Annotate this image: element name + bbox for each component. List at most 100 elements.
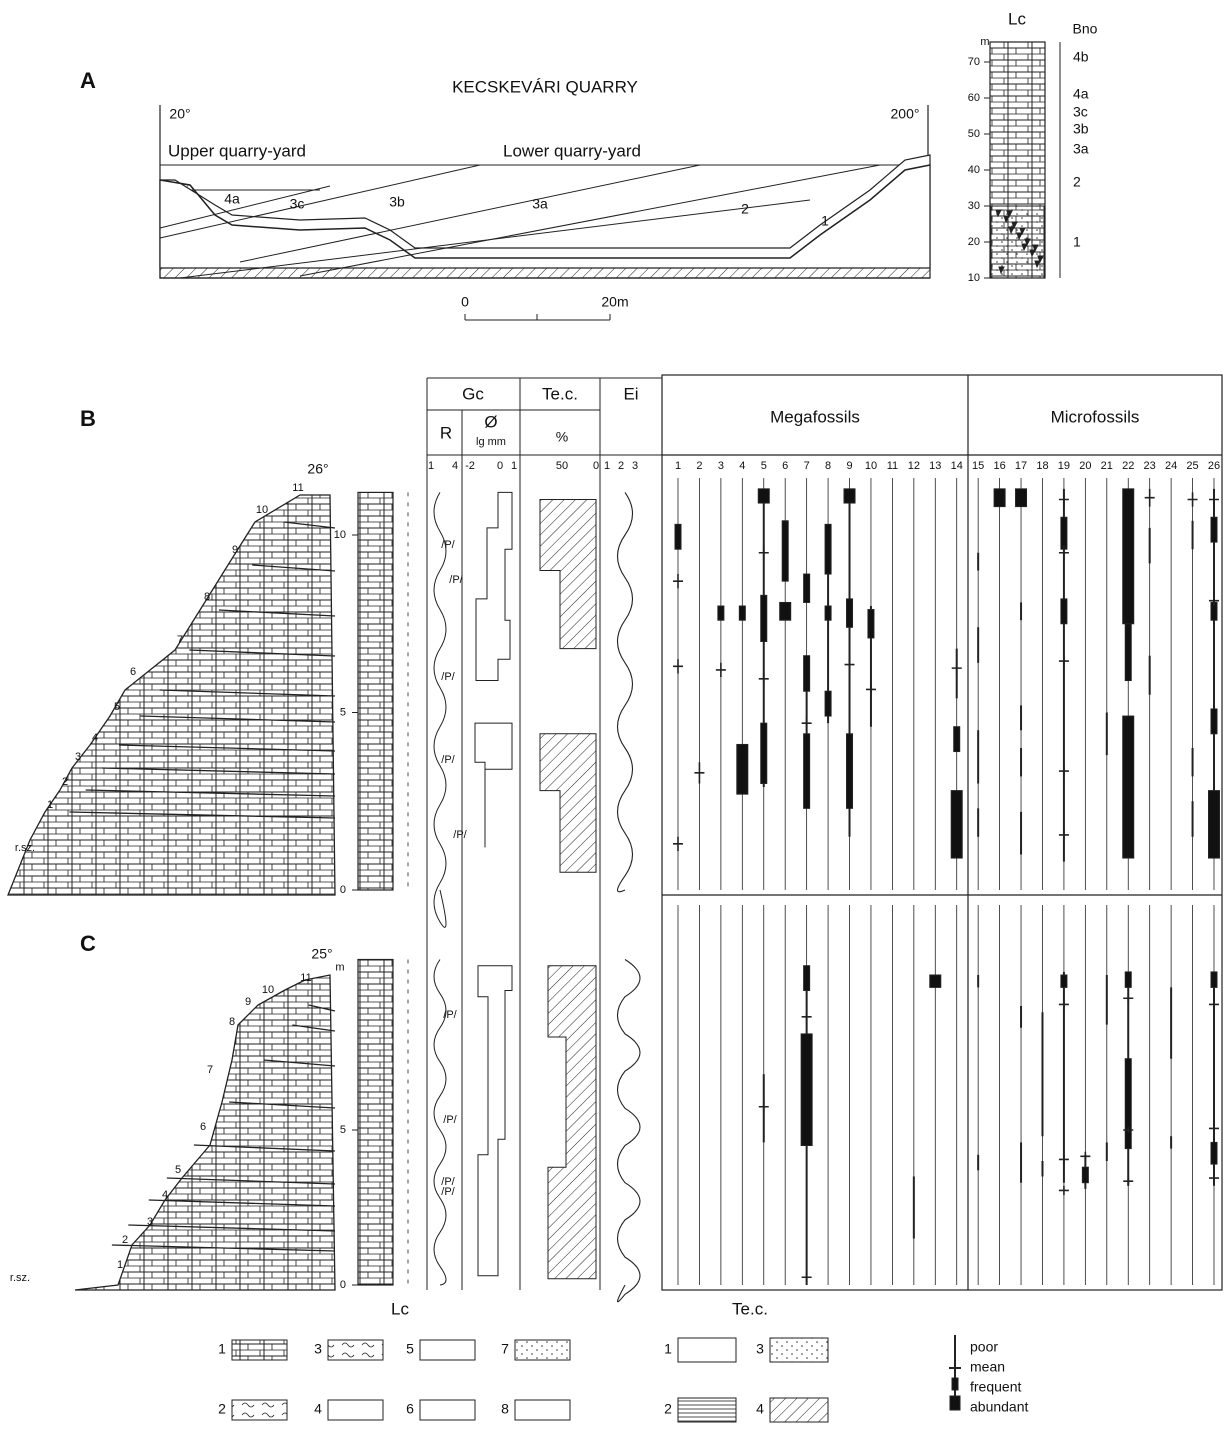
- unit-label: 3c: [1073, 104, 1088, 120]
- depth-tick-label: 50: [968, 128, 980, 140]
- occurrence-mean: [1209, 1000, 1219, 1009]
- legend-number: 1: [218, 1341, 226, 1357]
- legend-swatch: [420, 1400, 475, 1420]
- header: lg mm: [476, 436, 506, 448]
- bed-number: 2: [122, 1234, 128, 1246]
- legend-swatch: [678, 1398, 736, 1422]
- occurrence-frequent: [1211, 1142, 1217, 1164]
- azimuth: 200°: [891, 106, 920, 122]
- occurrence-mean: [673, 659, 683, 673]
- occurrence-mean: [802, 1273, 812, 1282]
- lithology-column: [358, 960, 393, 1286]
- occurrence-abundant: [1016, 489, 1027, 507]
- bed-number: 8: [229, 1016, 235, 1028]
- fossil-column-number: 9: [846, 460, 852, 472]
- legend-swatch: [515, 1340, 570, 1360]
- ei-curve: [618, 960, 641, 1302]
- bed-number: 5: [114, 701, 120, 713]
- occurrence-abundant: [780, 602, 791, 620]
- occurrence-mean: [716, 663, 726, 677]
- fossil-column-number: 14: [951, 460, 963, 472]
- depth-tick-label: 70: [968, 56, 980, 68]
- occurrence-frequent: [1125, 1059, 1131, 1149]
- header: %: [556, 429, 568, 445]
- occurrence-frequent: [825, 524, 831, 574]
- scale-tick-label: 1: [511, 460, 517, 472]
- occurrence-mean: [1209, 492, 1219, 506]
- scale-tick-label: 1: [428, 460, 434, 472]
- section-title: KECSKEVÁRI QUARRY: [452, 77, 638, 96]
- occurrence-frequent: [804, 656, 810, 692]
- unit-label: 1: [1073, 234, 1081, 250]
- occurrence-frequent: [1125, 624, 1131, 681]
- bed-number: 4: [162, 1189, 168, 1201]
- occurrence-mean: [1209, 1173, 1219, 1182]
- bed-label: 3b: [389, 194, 405, 210]
- legend-number: 2: [218, 1401, 226, 1417]
- occurrence-frequent: [1211, 517, 1217, 542]
- gc-outline: [478, 966, 512, 1276]
- p-mark: /P/: [449, 574, 463, 586]
- bed-number: 6: [130, 666, 136, 678]
- bed-number: 9: [245, 996, 251, 1008]
- p-mark: /P/: [441, 539, 455, 551]
- azimuth: 20°: [169, 106, 190, 122]
- occurrence-mean: [1188, 492, 1198, 506]
- occurrence-abundant: [994, 489, 1005, 507]
- legend-swatch: [770, 1398, 828, 1422]
- bed-number: 6: [200, 1121, 206, 1133]
- fossil-column-number: 15: [972, 460, 984, 472]
- occurrence-frequent: [804, 966, 810, 991]
- occurrence-abundant: [951, 791, 962, 858]
- occurrence-mean: [1209, 1124, 1219, 1133]
- occurrence-frequent: [718, 606, 724, 620]
- base-label: r.sz.: [15, 842, 35, 854]
- depth-tick-label: 20: [968, 236, 980, 248]
- unit-label: m: [980, 36, 989, 48]
- scale-tick-label: 1: [604, 460, 610, 472]
- occurrence-mean: [759, 1102, 769, 1111]
- occurrence-frequent: [1082, 1167, 1088, 1183]
- bed-number: 7: [177, 634, 183, 646]
- scale-label: 0: [461, 294, 469, 310]
- occurrence-frequent: [847, 599, 853, 627]
- column-title: Lc: [1008, 9, 1026, 28]
- unit-label: 3a: [1073, 141, 1089, 157]
- occurrence-mean: [1059, 492, 1069, 506]
- depth-tick-label: 10: [334, 529, 346, 541]
- occurrence-mean: [673, 574, 683, 588]
- occurrence-abundant: [1123, 489, 1134, 624]
- bed-number: 10: [262, 984, 274, 996]
- bed-number: 5: [175, 1164, 181, 1176]
- base-label: r.sz.: [10, 1272, 30, 1284]
- bed-number: 7: [207, 1064, 213, 1076]
- depth-tick-label: 60: [968, 92, 980, 104]
- header: Ei: [623, 384, 638, 403]
- fossil-column-number: 21: [1101, 460, 1113, 472]
- scale-tick-label: 0: [593, 460, 599, 472]
- depth-tick-label: 5: [340, 706, 346, 718]
- header: R: [440, 423, 452, 442]
- scale-bar: [465, 314, 610, 320]
- fossil-column-number: 8: [825, 460, 831, 472]
- occurrence-frequent: [954, 727, 960, 752]
- p-mark: /P/: [443, 1114, 457, 1126]
- fossil-column-number: 10: [865, 460, 877, 472]
- bed-number: 3: [75, 751, 81, 763]
- legend-number: 4: [756, 1401, 764, 1417]
- column-title: Bno: [1073, 21, 1098, 37]
- fossil-column-number: 20: [1079, 460, 1091, 472]
- bed-label: 3a: [532, 196, 548, 212]
- bed-number: 1: [117, 1259, 123, 1271]
- occurrence-mean: [759, 673, 769, 684]
- scale-label: 20m: [601, 294, 628, 310]
- legend-number: 7: [501, 1341, 509, 1357]
- occurrence-frequent: [1061, 975, 1067, 987]
- legend-title: Lc: [391, 1299, 409, 1318]
- fossil-column-number: 1: [675, 460, 681, 472]
- occurrence-mean: [1059, 766, 1069, 777]
- occurrence-mean: [673, 837, 683, 851]
- occurrence-mean: [1059, 830, 1069, 841]
- occurrence-frequent: [825, 691, 831, 716]
- occurrence-abundant: [758, 489, 769, 503]
